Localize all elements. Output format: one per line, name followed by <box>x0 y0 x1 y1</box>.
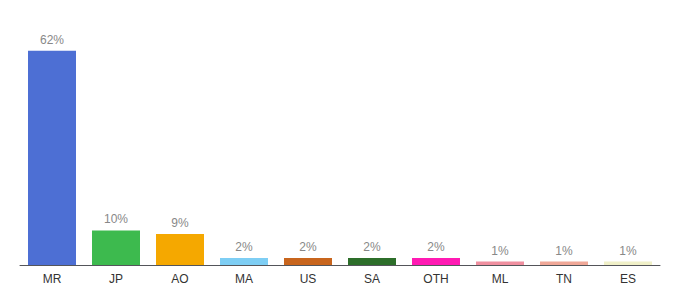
svg-text:TN: TN <box>556 272 572 286</box>
svg-text:2%: 2% <box>427 240 445 254</box>
svg-text:2%: 2% <box>299 240 317 254</box>
svg-text:62%: 62% <box>40 33 64 47</box>
svg-text:ES: ES <box>620 272 636 286</box>
svg-text:2%: 2% <box>235 240 253 254</box>
svg-text:AO: AO <box>171 272 188 286</box>
svg-text:10%: 10% <box>104 212 128 226</box>
svg-text:ML: ML <box>492 272 509 286</box>
svg-text:2%: 2% <box>363 240 381 254</box>
svg-text:1%: 1% <box>555 244 573 258</box>
svg-text:SA: SA <box>364 272 380 286</box>
svg-text:JP: JP <box>109 272 123 286</box>
svg-text:1%: 1% <box>491 244 509 258</box>
svg-text:9%: 9% <box>171 216 189 230</box>
svg-text:MR: MR <box>43 272 62 286</box>
svg-text:OTH: OTH <box>423 272 448 286</box>
svg-text:MA: MA <box>235 272 253 286</box>
svg-text:US: US <box>300 272 317 286</box>
svg-text:1%: 1% <box>619 244 637 258</box>
